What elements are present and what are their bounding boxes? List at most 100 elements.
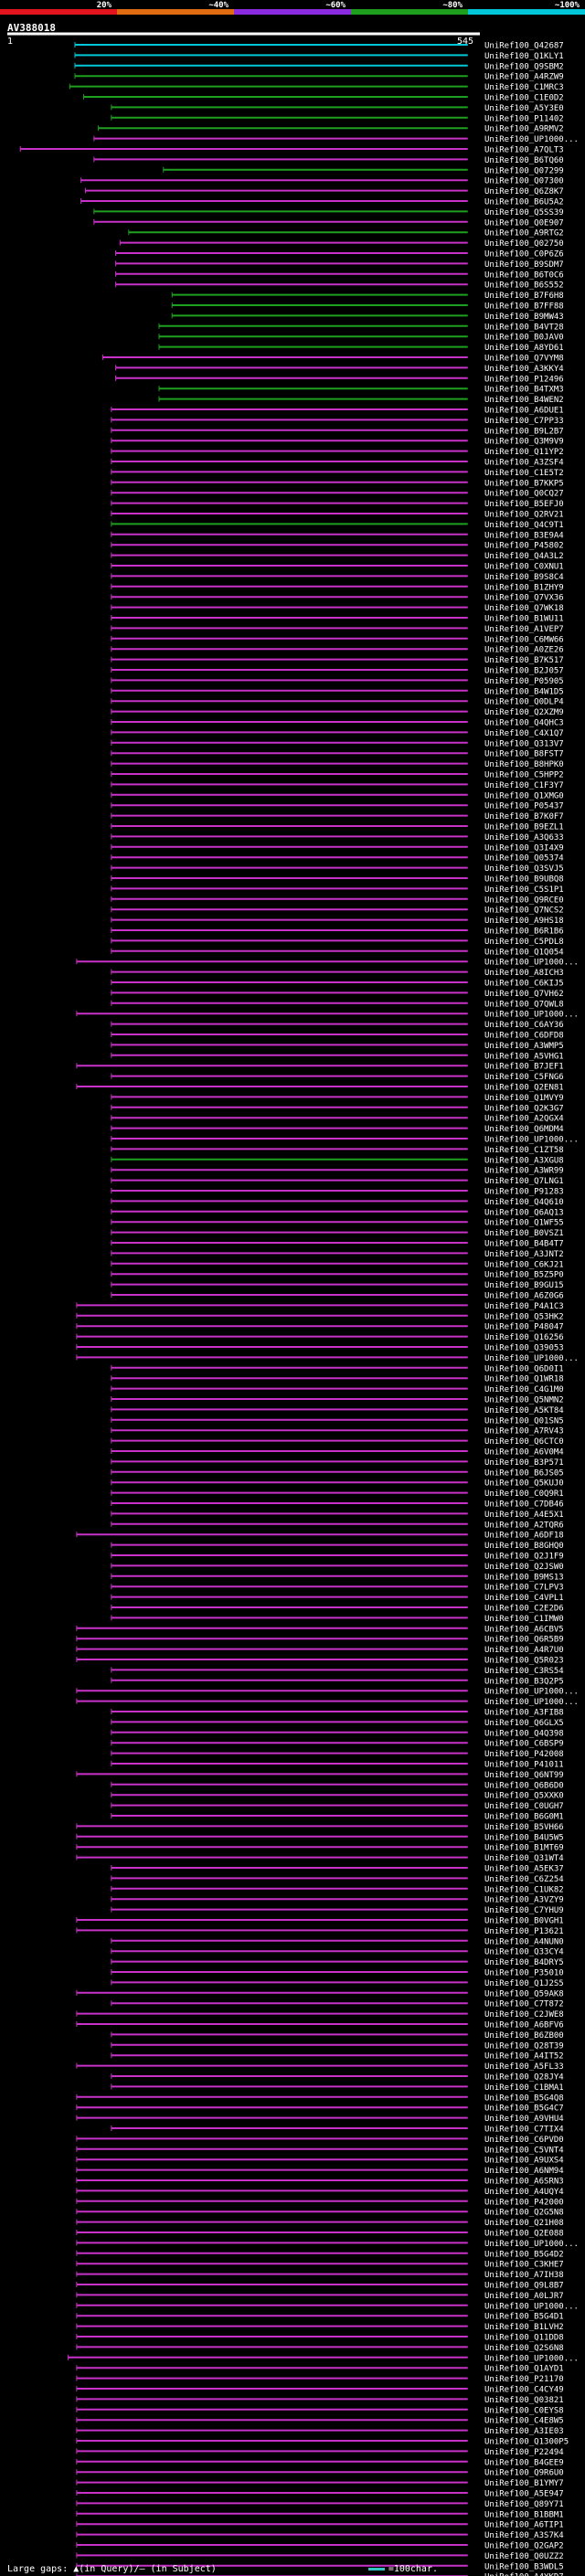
hit-row[interactable]: UniRef100_A3Q633 <box>111 833 564 843</box>
hit-row[interactable]: UniRef100_C6DFD8 <box>111 1032 564 1041</box>
hit-row[interactable]: UniRef100_Q7VYM8 <box>101 355 564 364</box>
hit-label[interactable]: UniRef100_Q6D0I1 <box>484 1364 564 1373</box>
hit-label[interactable]: UniRef100_Q33CY4 <box>484 1948 564 1957</box>
hit-label[interactable]: UniRef100_A5KT84 <box>484 1406 564 1415</box>
hit-label[interactable]: UniRef100_B5G4D2 <box>484 2250 564 2259</box>
hit-row[interactable]: UniRef100_Q01SN5 <box>111 1416 564 1426</box>
hit-label[interactable]: UniRef100_UP1000... <box>484 1698 579 1707</box>
hit-row[interactable]: UniRef100_C4VPL1 <box>111 1594 564 1603</box>
hit-label[interactable]: UniRef100_B1MT69 <box>484 1844 564 1853</box>
hit-label[interactable]: UniRef100_P11402 <box>484 114 564 123</box>
hit-label[interactable]: UniRef100_C7T872 <box>484 2000 564 2009</box>
hit-label[interactable]: UniRef100_B7FF88 <box>484 302 564 312</box>
hit-row[interactable]: UniRef100_P91283 <box>111 1188 564 1197</box>
hit-label[interactable]: UniRef100_Q4Q398 <box>484 1729 564 1738</box>
hit-label[interactable]: UniRef100_Q1WR18 <box>484 1375 564 1384</box>
hit-label[interactable]: UniRef100_C3RS54 <box>484 1667 564 1676</box>
hit-row[interactable]: UniRef100_C3KHE7 <box>76 2261 564 2270</box>
hit-row[interactable]: UniRef100_Q2JSW0 <box>111 1563 564 1572</box>
hit-label[interactable]: UniRef100_A5E947 <box>484 2490 564 2499</box>
hit-label[interactable]: UniRef100_C7DB46 <box>484 1500 564 1510</box>
hit-row[interactable]: UniRef100_B6TQ60 <box>93 156 564 165</box>
hit-row[interactable]: UniRef100_Q16256 <box>76 1333 564 1342</box>
hit-label[interactable]: UniRef100_B8FST7 <box>484 750 564 759</box>
hit-row[interactable]: UniRef100_B2J057 <box>111 667 564 676</box>
hit-label[interactable]: UniRef100_C6KJ21 <box>484 1260 564 1269</box>
hit-label[interactable]: UniRef100_Q11DD8 <box>484 2334 564 2343</box>
hit-label[interactable]: UniRef100_B6G0M1 <box>484 1813 564 1822</box>
hit-label[interactable]: UniRef100_B4WEN2 <box>484 396 564 405</box>
hit-label[interactable]: UniRef100_C5S1P1 <box>484 885 564 895</box>
hit-row[interactable]: UniRef100_B5VH66 <box>76 1823 564 1832</box>
hit-label[interactable]: UniRef100_A0ZE26 <box>484 646 564 655</box>
hit-row[interactable]: UniRef100_B4W1D5 <box>111 687 564 696</box>
hit-label[interactable]: UniRef100_Q1XMG0 <box>484 791 564 800</box>
hit-label[interactable]: UniRef100_A2TQR6 <box>484 1521 564 1530</box>
hit-row[interactable]: UniRef100_A5EK37 <box>111 1865 564 1874</box>
hit-row[interactable]: UniRef100_C5S1P1 <box>111 885 564 895</box>
hit-row[interactable]: UniRef100_B6U5A2 <box>80 198 564 207</box>
hit-label[interactable]: UniRef100_B4VT28 <box>484 323 564 332</box>
hit-row[interactable]: UniRef100_Q6Z8K7 <box>84 187 564 196</box>
hit-row[interactable]: UniRef100_A5FL33 <box>76 2062 564 2072</box>
hit-row[interactable]: UniRef100_C6PVD0 <box>76 2136 564 2145</box>
hit-label[interactable]: UniRef100_Q2K3G7 <box>484 1104 564 1113</box>
hit-label[interactable]: UniRef100_Q2J1F9 <box>484 1553 564 1562</box>
hit-label[interactable]: UniRef100_B1WU11 <box>484 615 564 624</box>
hit-row[interactable]: UniRef100_A5Y3E0 <box>111 104 564 113</box>
hit-row[interactable]: UniRef100_B6ZB00 <box>111 2031 564 2041</box>
hit-row[interactable]: UniRef100_A9UXS4 <box>76 2157 564 2166</box>
hit-label[interactable]: UniRef100_Q5KUJ0 <box>484 1479 564 1489</box>
hit-row[interactable]: UniRef100_B4B4T7 <box>111 1240 564 1249</box>
hit-row[interactable]: UniRef100_Q2RV21 <box>111 511 564 520</box>
hit-label[interactable]: UniRef100_C1ZT58 <box>484 1146 564 1155</box>
hit-label[interactable]: UniRef100_Q31WT4 <box>484 1854 564 1863</box>
hit-label[interactable]: UniRef100_UP1000... <box>484 1354 579 1363</box>
hit-label[interactable]: UniRef100_Q6AQ13 <box>484 1208 564 1217</box>
hit-label[interactable]: UniRef100_A4UQY4 <box>484 2188 564 2197</box>
hit-label[interactable]: UniRef100_C7YHU9 <box>484 1906 564 1915</box>
hit-label[interactable]: UniRef100_A5Y3E0 <box>484 104 564 113</box>
hit-label[interactable]: UniRef100_P21170 <box>484 2375 564 2384</box>
hit-label[interactable]: UniRef100_Q2E088 <box>484 2230 564 2239</box>
hit-label[interactable]: UniRef100_A6NM94 <box>484 2167 564 2176</box>
hit-row[interactable]: UniRef100_B3WDL5 <box>76 2562 564 2571</box>
hit-label[interactable]: UniRef100_A3JNT2 <box>484 1250 564 1259</box>
hit-label[interactable]: UniRef100_Q5R023 <box>484 1657 564 1666</box>
hit-label[interactable]: UniRef100_Q2XZM9 <box>484 708 564 717</box>
hit-row[interactable]: UniRef100_UP1000... <box>93 135 579 144</box>
hit-row[interactable]: UniRef100_B5Z5P0 <box>111 1271 564 1280</box>
hit-label[interactable]: UniRef100_C2E2D6 <box>484 1605 564 1614</box>
hit-row[interactable]: UniRef100_B8FST7 <box>111 750 564 759</box>
hit-label[interactable]: UniRef100_B6S552 <box>484 281 564 291</box>
hit-row[interactable]: UniRef100_Q3SVJ5 <box>111 864 564 874</box>
hit-row[interactable]: UniRef100_A3ZSF4 <box>111 459 564 468</box>
hit-label[interactable]: UniRef100_Q0E907 <box>484 218 564 228</box>
hit-label[interactable]: UniRef100_B7K517 <box>484 656 564 665</box>
hit-label[interactable]: UniRef100_C4E8W5 <box>484 2417 564 2426</box>
hit-row[interactable]: UniRef100_UP1000... <box>67 2354 579 2363</box>
hit-row[interactable]: UniRef100_A3VZY9 <box>111 1896 564 1905</box>
hit-row[interactable]: UniRef100_Q42687 <box>74 42 564 51</box>
hit-label[interactable]: UniRef100_Q0DLP4 <box>484 698 564 707</box>
hit-row[interactable]: UniRef100_A0ZE26 <box>111 646 564 655</box>
hit-row[interactable]: UniRef100_P05437 <box>111 802 564 811</box>
hit-label[interactable]: UniRef100_P48047 <box>484 1323 564 1332</box>
hit-label[interactable]: UniRef100_C5PDL8 <box>484 938 564 947</box>
hit-label[interactable]: UniRef100_Q4QHC3 <box>484 719 564 728</box>
hit-row[interactable]: UniRef100_UP1000... <box>76 1698 579 1707</box>
hit-row[interactable]: UniRef100_A7IH38 <box>76 2271 564 2280</box>
hit-row[interactable]: UniRef100_A3S7K4 <box>76 2531 564 2540</box>
hit-row[interactable]: UniRef100_Q6D0I1 <box>111 1364 564 1373</box>
hit-row[interactable]: UniRef100_B0VGH1 <box>76 1917 564 1926</box>
hit-row[interactable]: UniRef100_B9MW43 <box>171 313 564 322</box>
hit-label[interactable]: UniRef100_Q9L8B7 <box>484 2282 564 2291</box>
hit-label[interactable]: UniRef100_B8HPK0 <box>484 760 564 769</box>
hit-label[interactable]: UniRef100_A9HS18 <box>484 917 564 926</box>
hit-label[interactable]: UniRef100_Q4A3L2 <box>484 552 564 561</box>
hit-label[interactable]: UniRef100_B4W1D5 <box>484 687 564 696</box>
hit-label[interactable]: UniRef100_Q1AYD1 <box>484 2365 564 2374</box>
hit-label[interactable]: UniRef100_Q89Y71 <box>484 2500 564 2509</box>
hit-row[interactable]: UniRef100_A6SRN3 <box>76 2178 564 2187</box>
hit-label[interactable]: UniRef100_C7LPV3 <box>484 1584 564 1593</box>
